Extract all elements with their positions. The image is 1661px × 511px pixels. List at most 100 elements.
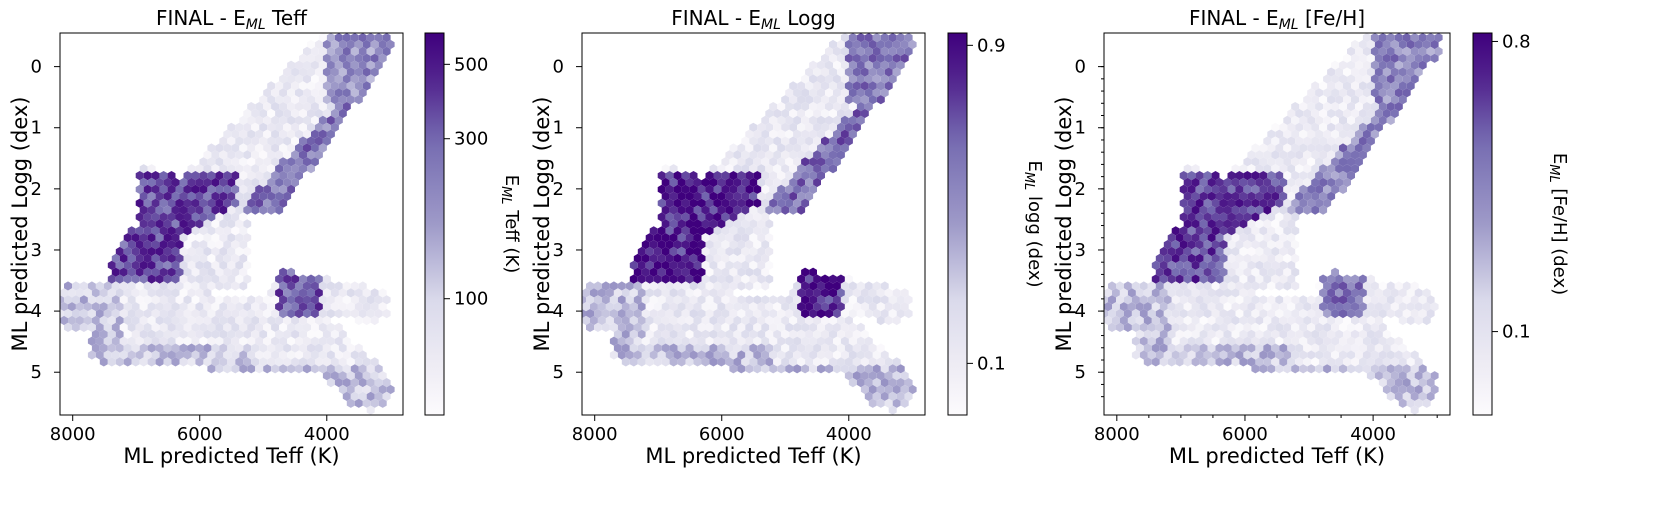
hex-cell bbox=[239, 129, 248, 139]
hex-cell bbox=[143, 281, 152, 291]
hex-cell bbox=[239, 184, 248, 194]
hex-cell bbox=[111, 253, 120, 263]
hex-cell bbox=[358, 33, 367, 43]
hex-cell bbox=[243, 343, 252, 353]
hex-cell bbox=[1315, 322, 1324, 332]
hex-cell bbox=[1386, 364, 1395, 374]
hex-cell bbox=[1187, 295, 1196, 305]
hex-cell bbox=[1402, 295, 1411, 305]
hex-cell bbox=[1366, 329, 1375, 339]
hex-cell bbox=[219, 246, 228, 257]
hex-cell bbox=[1251, 240, 1260, 250]
hex-cell bbox=[813, 302, 821, 312]
hex-cell bbox=[785, 336, 794, 346]
hex-cell bbox=[1347, 322, 1355, 332]
hex-cell bbox=[1275, 253, 1284, 263]
y-tick-label: 0 bbox=[31, 57, 42, 78]
hex-cell bbox=[151, 281, 160, 291]
hex-cell bbox=[741, 329, 750, 339]
hex-cell bbox=[1179, 350, 1188, 360]
hex-cell bbox=[1410, 33, 1419, 43]
hex-cell bbox=[1307, 364, 1316, 374]
hex-cell bbox=[139, 302, 148, 312]
hex-cell bbox=[287, 350, 295, 360]
hex-cell bbox=[1271, 343, 1280, 353]
hex-cell bbox=[362, 357, 371, 367]
hex-cell bbox=[1267, 240, 1276, 250]
hex-cell bbox=[275, 288, 284, 298]
hex-cell bbox=[785, 295, 794, 305]
hex-cell bbox=[307, 39, 315, 50]
hex-cell bbox=[303, 350, 311, 360]
hex-cell bbox=[1299, 364, 1308, 374]
hex-cell bbox=[872, 350, 881, 360]
hex-cell bbox=[199, 157, 208, 167]
hex-cell bbox=[87, 309, 96, 319]
hex-cell bbox=[1366, 95, 1375, 105]
hex-cell bbox=[1151, 329, 1160, 339]
hex-cell bbox=[837, 136, 845, 146]
hex-cell bbox=[1159, 329, 1168, 339]
hex-cell bbox=[315, 288, 323, 298]
hex-cell bbox=[825, 364, 833, 374]
hex-cell bbox=[829, 357, 837, 367]
hex-cell bbox=[1347, 281, 1355, 291]
hex-cell bbox=[856, 115, 865, 125]
hex-cell bbox=[817, 336, 825, 346]
hex-cell bbox=[1319, 357, 1328, 367]
hex-cell bbox=[1398, 371, 1407, 381]
y-tick-label: 1 bbox=[31, 118, 42, 139]
hex-cell bbox=[255, 184, 264, 194]
hex-cell bbox=[239, 212, 248, 222]
hex-cell bbox=[1167, 329, 1176, 339]
hex-cell bbox=[1430, 53, 1439, 63]
hex-cell bbox=[231, 184, 240, 194]
hex-cell bbox=[1275, 212, 1284, 222]
hex-cell bbox=[852, 67, 861, 77]
hex-cell bbox=[892, 288, 901, 298]
hex-cell bbox=[303, 322, 311, 332]
hex-cell bbox=[1414, 288, 1423, 298]
hex-cell bbox=[322, 136, 331, 146]
hex-cell bbox=[1287, 315, 1296, 326]
hex-cell bbox=[749, 233, 758, 243]
hex-cell bbox=[147, 164, 156, 174]
hex-cell bbox=[757, 233, 766, 243]
hex-cell bbox=[350, 364, 359, 374]
hex-cell bbox=[64, 322, 72, 332]
hex-cell bbox=[251, 108, 260, 119]
hex-cell bbox=[1339, 322, 1347, 332]
hex-cell bbox=[821, 315, 829, 326]
hex-cell bbox=[637, 302, 646, 312]
hex-cell bbox=[789, 329, 798, 339]
hex-cell bbox=[860, 357, 869, 367]
hex-cell bbox=[283, 95, 292, 105]
hex-cell bbox=[95, 322, 104, 332]
hex-cell bbox=[318, 33, 327, 43]
hex-cell bbox=[665, 240, 674, 250]
hex-cell bbox=[115, 343, 124, 353]
hex-cell bbox=[864, 336, 873, 346]
hex-cell bbox=[1247, 274, 1256, 284]
hex-cell bbox=[1175, 288, 1184, 298]
hex-cell bbox=[769, 157, 778, 167]
hex-cell bbox=[299, 274, 307, 284]
x-tick-label: 4000 bbox=[304, 424, 350, 445]
hex-cell bbox=[1167, 288, 1176, 298]
hex-cell bbox=[765, 177, 774, 188]
hex-cell bbox=[171, 191, 180, 201]
hex-cell bbox=[267, 315, 276, 326]
hex-cell bbox=[705, 184, 714, 194]
hex-cell bbox=[151, 253, 160, 263]
hex-cell bbox=[761, 171, 770, 181]
hex-cell bbox=[370, 39, 379, 50]
y-tick-label: 2 bbox=[31, 179, 42, 200]
hex-cell bbox=[307, 274, 315, 284]
hex-cell bbox=[1247, 191, 1256, 201]
hex-cell bbox=[840, 60, 849, 70]
hex-cell bbox=[1382, 81, 1391, 91]
hex-cell bbox=[1390, 108, 1399, 119]
hex-cell bbox=[299, 122, 307, 132]
hex-cell bbox=[155, 246, 164, 257]
hex-cell bbox=[195, 205, 204, 215]
